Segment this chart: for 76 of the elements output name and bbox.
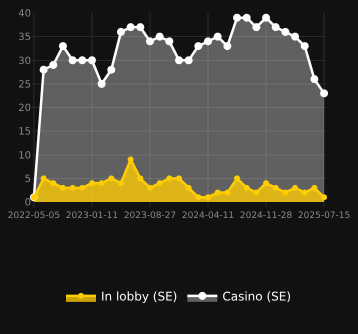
point xyxy=(156,180,163,186)
point xyxy=(300,42,309,50)
point xyxy=(244,184,250,191)
y-tick-label: 30 xyxy=(18,56,31,67)
point xyxy=(108,175,114,182)
point xyxy=(214,32,222,41)
y-tick-label: 25 xyxy=(18,79,31,90)
point xyxy=(205,194,212,200)
point xyxy=(194,42,202,50)
point xyxy=(60,184,66,191)
legend-label: Casino (SE) xyxy=(222,290,292,304)
point xyxy=(98,180,105,186)
point xyxy=(137,175,144,182)
point xyxy=(40,175,47,182)
point xyxy=(242,14,251,22)
point xyxy=(78,56,86,64)
point xyxy=(262,14,270,22)
point xyxy=(165,37,174,46)
point xyxy=(311,184,318,191)
point xyxy=(68,56,77,64)
point xyxy=(175,56,183,64)
point xyxy=(88,180,95,186)
point xyxy=(70,184,76,191)
point xyxy=(40,66,48,74)
point xyxy=(291,32,300,41)
point xyxy=(136,23,144,32)
point xyxy=(252,23,260,32)
x-tick-label: 2023-01-11 xyxy=(66,210,118,221)
y-tick-label: 5 xyxy=(24,174,31,185)
point xyxy=(204,37,212,46)
point xyxy=(224,190,230,196)
point xyxy=(50,180,56,186)
point xyxy=(118,180,124,186)
point xyxy=(223,42,232,50)
x-tick-label: 2023-08-27 xyxy=(124,210,176,221)
point xyxy=(272,23,280,32)
y-tick-label: 15 xyxy=(18,126,31,138)
point xyxy=(195,194,202,200)
point xyxy=(292,184,298,191)
point xyxy=(186,184,192,191)
point xyxy=(263,180,270,186)
y-tick-label: 35 xyxy=(18,32,31,44)
point xyxy=(126,23,135,32)
point xyxy=(320,89,328,98)
point xyxy=(116,28,125,36)
point xyxy=(58,42,67,50)
point xyxy=(176,175,182,182)
y-tick-label: 20 xyxy=(18,103,31,114)
point xyxy=(234,175,240,182)
point xyxy=(281,28,290,36)
x-tick-label: 2022-05-05 xyxy=(8,210,60,221)
point xyxy=(98,80,106,88)
point xyxy=(253,190,260,196)
y-tick-label: 10 xyxy=(18,150,31,162)
y-tick-label: 0 xyxy=(24,198,31,208)
point xyxy=(321,194,328,200)
point xyxy=(184,56,193,64)
y-tick-label: 40 xyxy=(18,8,31,20)
point xyxy=(49,60,58,69)
point xyxy=(302,190,308,196)
point xyxy=(146,37,154,46)
x-tick-label: 2025-07-15 xyxy=(298,210,350,221)
point xyxy=(146,184,153,191)
point xyxy=(88,56,96,64)
point xyxy=(310,75,318,84)
legend-label: In lobby (SE) xyxy=(101,290,178,304)
point xyxy=(79,184,86,191)
x-tick-label: 2024-04-11 xyxy=(182,210,234,221)
point xyxy=(233,14,242,22)
point xyxy=(282,190,288,196)
point xyxy=(107,66,116,74)
point xyxy=(214,190,221,196)
point xyxy=(156,32,164,41)
point xyxy=(166,175,172,182)
point xyxy=(272,184,279,191)
x-tick-label: 2024-11-28 xyxy=(240,210,292,221)
